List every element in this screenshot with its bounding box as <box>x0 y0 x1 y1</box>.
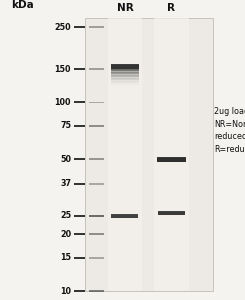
Bar <box>111 85 139 86</box>
Bar <box>111 85 139 86</box>
Text: 10: 10 <box>60 286 71 296</box>
Bar <box>89 125 104 127</box>
Text: 25: 25 <box>60 212 71 220</box>
Bar <box>111 72 139 73</box>
Text: 15: 15 <box>60 253 71 262</box>
Bar <box>89 158 104 160</box>
Bar <box>111 86 139 87</box>
Bar <box>111 71 139 72</box>
Bar <box>89 257 104 259</box>
Text: 250: 250 <box>54 23 71 32</box>
Bar <box>89 214 104 217</box>
Bar <box>157 157 186 162</box>
Bar <box>108 18 142 291</box>
Bar <box>111 72 139 73</box>
Bar <box>158 211 185 215</box>
Bar <box>89 290 104 292</box>
Text: 150: 150 <box>55 64 71 74</box>
Text: 75: 75 <box>60 122 71 130</box>
Bar <box>111 82 139 83</box>
Bar <box>111 70 139 71</box>
Bar <box>111 81 139 82</box>
Bar <box>111 78 139 79</box>
Text: NR: NR <box>117 3 133 13</box>
Bar <box>111 76 139 77</box>
Bar <box>111 80 139 81</box>
Bar <box>111 70 139 71</box>
Bar <box>111 83 139 84</box>
Bar <box>111 84 139 85</box>
Bar <box>111 69 139 70</box>
Bar <box>154 18 189 291</box>
Bar <box>111 81 139 82</box>
Text: kDa: kDa <box>11 1 33 10</box>
Bar <box>111 75 139 76</box>
Bar <box>111 77 139 78</box>
Bar <box>111 73 139 74</box>
Bar <box>89 233 104 235</box>
Text: 37: 37 <box>60 179 71 188</box>
Bar <box>111 84 139 85</box>
Bar <box>111 69 139 70</box>
Text: 20: 20 <box>60 230 71 239</box>
Bar <box>158 211 185 212</box>
Bar <box>111 78 139 79</box>
Bar <box>111 76 139 77</box>
Bar <box>89 68 104 70</box>
Bar <box>111 79 139 80</box>
Bar <box>89 102 104 103</box>
Bar <box>85 18 213 291</box>
Bar <box>111 64 139 69</box>
Bar <box>89 26 104 28</box>
Bar <box>111 214 138 215</box>
Bar <box>111 82 139 83</box>
Bar <box>111 64 139 65</box>
Text: 2ug loading
NR=Non-
reduced
R=reduced: 2ug loading NR=Non- reduced R=reduced <box>214 107 245 154</box>
Bar <box>111 214 138 218</box>
Text: 50: 50 <box>60 154 71 164</box>
Bar <box>111 74 139 75</box>
Text: R: R <box>168 3 175 13</box>
Bar <box>157 157 186 158</box>
Bar <box>111 75 139 76</box>
Text: 100: 100 <box>55 98 71 107</box>
Bar <box>89 183 104 184</box>
